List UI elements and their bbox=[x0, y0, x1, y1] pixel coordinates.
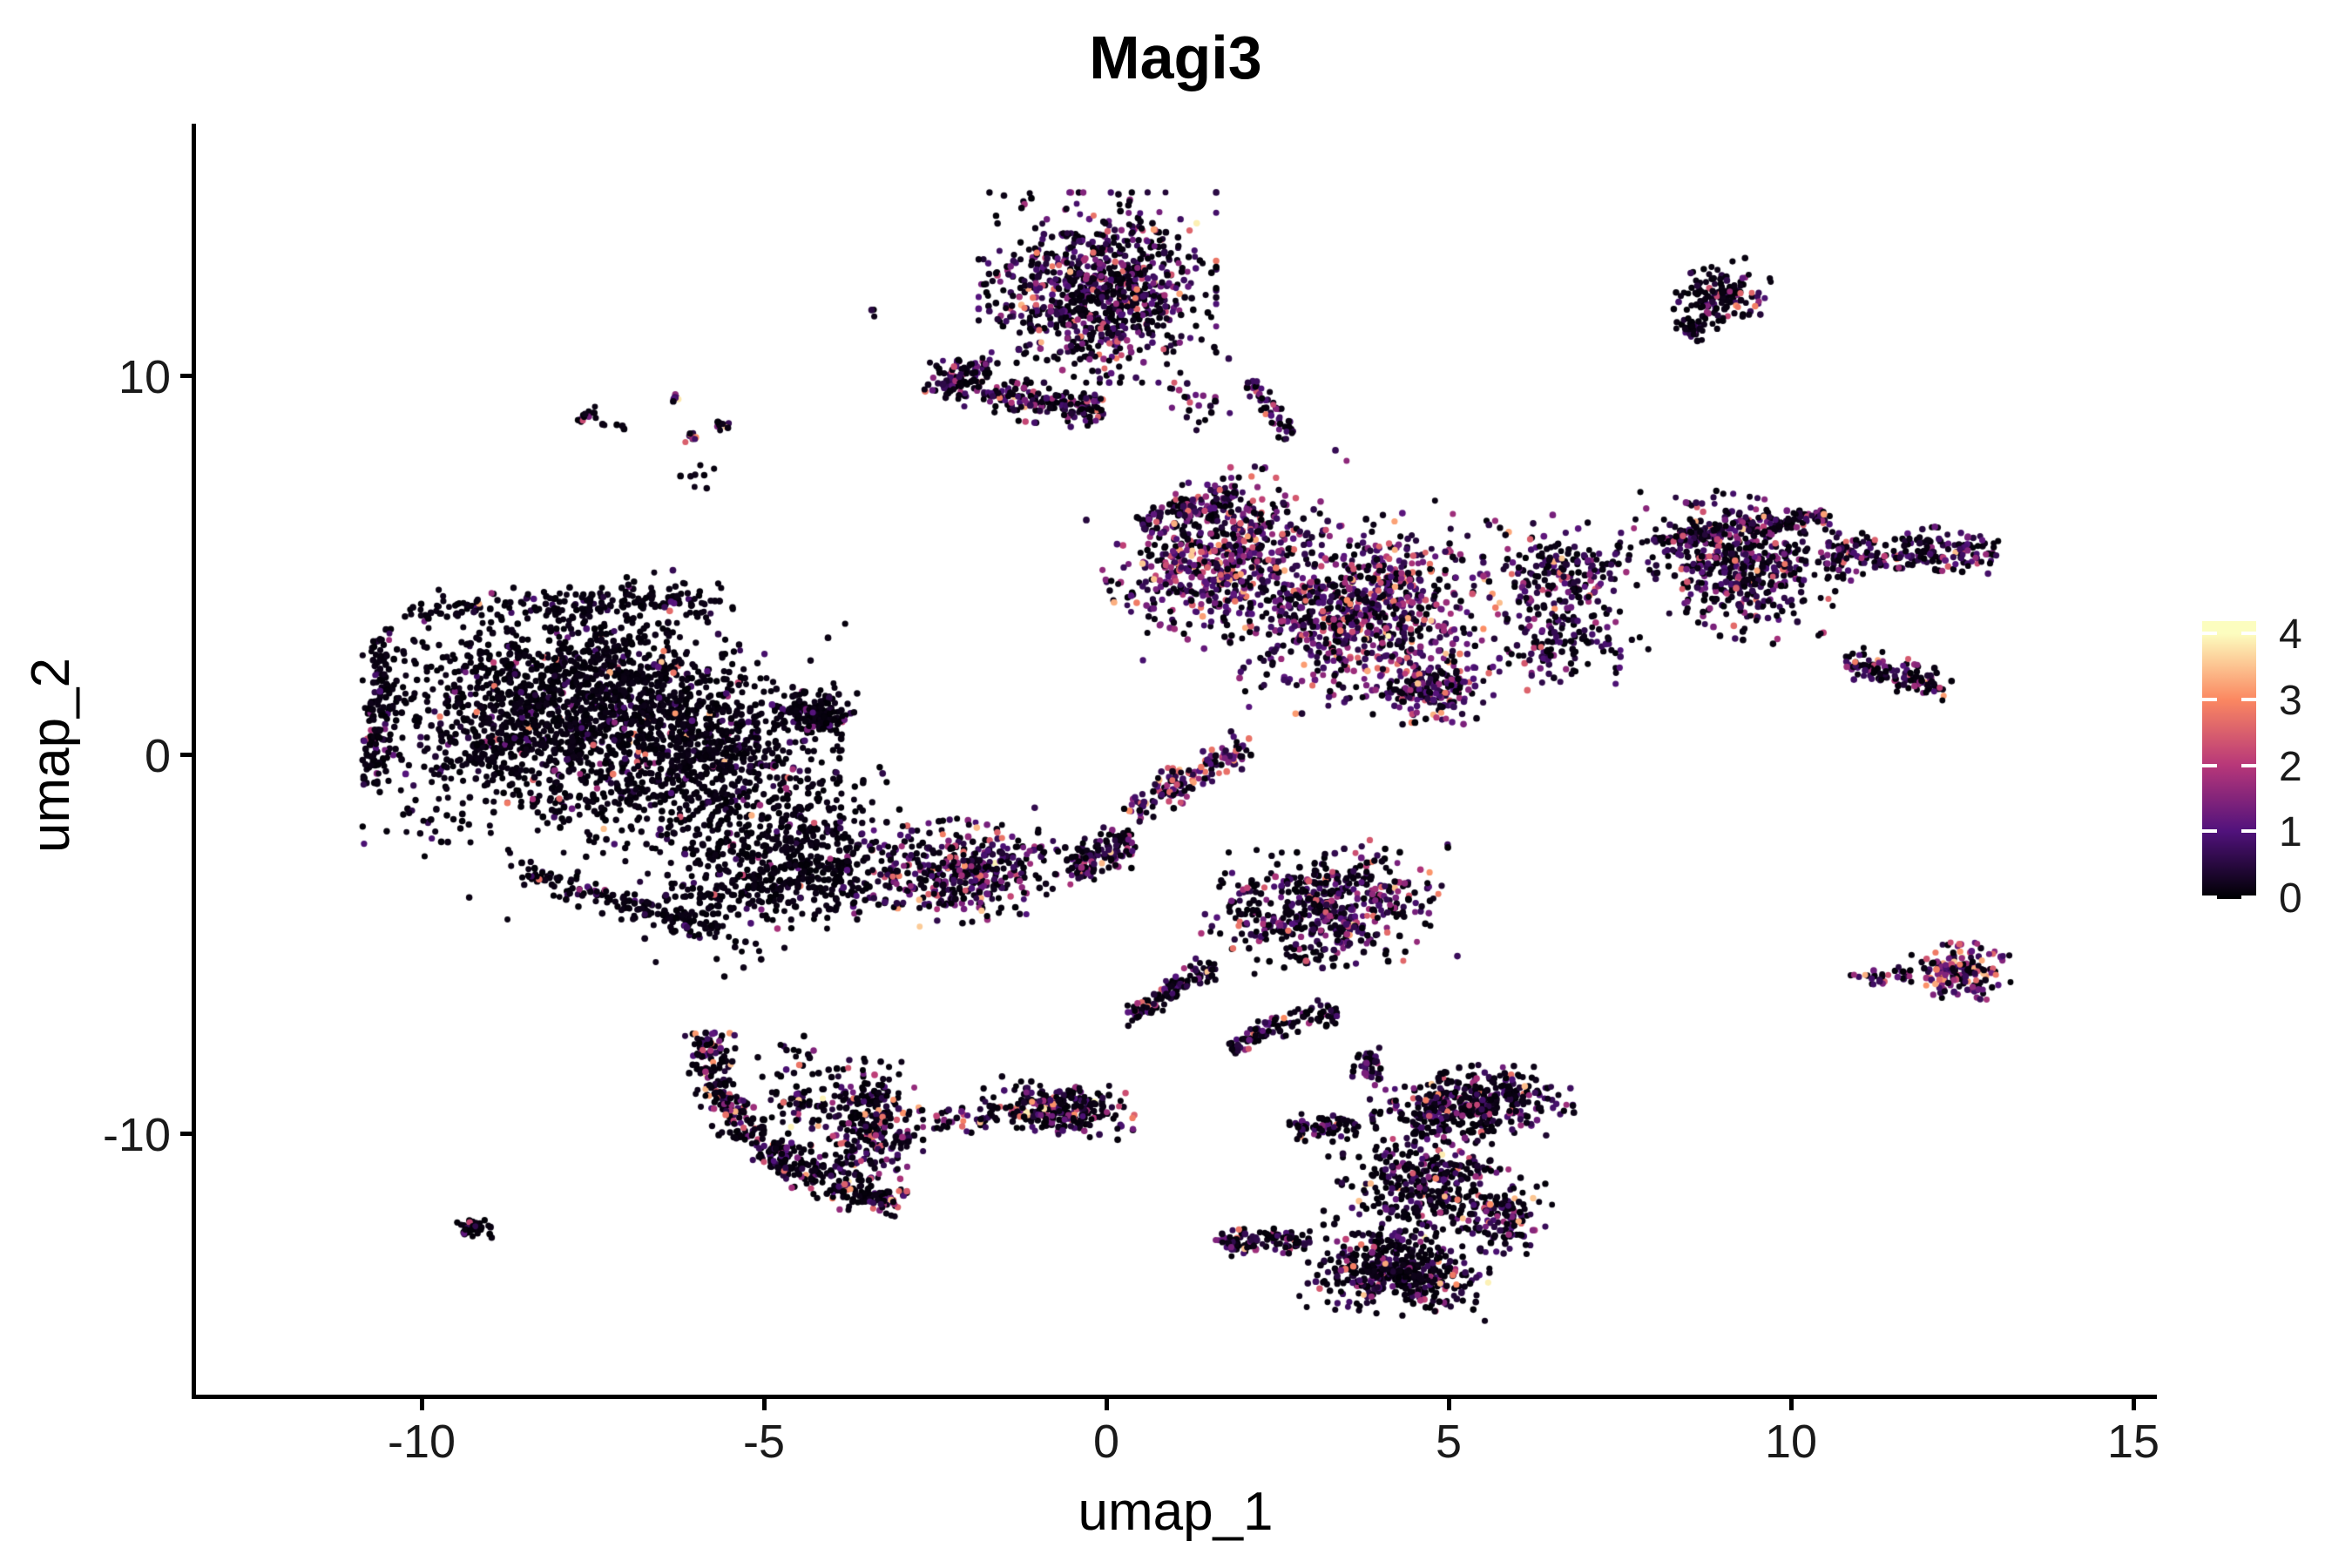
colorbar-tick-mark bbox=[2241, 632, 2256, 635]
colorbar-tick-mark bbox=[2241, 697, 2256, 701]
x-tick-mark bbox=[1788, 1399, 1794, 1410]
x-tick-mark bbox=[1104, 1399, 1109, 1410]
y-tick-mark bbox=[180, 752, 192, 757]
x-tick-label: 10 bbox=[1764, 1416, 1818, 1468]
colorbar-tick-label: 1 bbox=[2279, 809, 2302, 856]
colorbar-tick-mark bbox=[2202, 632, 2217, 635]
x-axis-title: umap_1 bbox=[1078, 1482, 1274, 1542]
colorbar-tick-mark bbox=[2241, 829, 2256, 834]
colorbar-tick-label: 3 bbox=[2279, 677, 2302, 724]
x-tick-label: 15 bbox=[2106, 1416, 2160, 1468]
y-axis-title: umap_2 bbox=[21, 657, 81, 854]
x-tick-label: 0 bbox=[1092, 1416, 1120, 1468]
colorbar-tick-mark bbox=[2202, 896, 2217, 899]
x-tick-mark bbox=[761, 1399, 767, 1410]
colorbar-tick-mark bbox=[2241, 763, 2256, 767]
y-tick-label: 0 bbox=[144, 730, 171, 782]
plot-title: Magi3 bbox=[1089, 24, 1262, 91]
x-tick-mark bbox=[1446, 1399, 1451, 1410]
colorbar-tick-mark bbox=[2202, 763, 2217, 767]
x-tick-mark bbox=[2131, 1399, 2136, 1410]
y-tick-mark bbox=[180, 1131, 192, 1136]
colorbar-tick-label: 2 bbox=[2279, 743, 2302, 790]
x-tick-label: -5 bbox=[742, 1416, 785, 1468]
colorbar-tick-label: 4 bbox=[2279, 612, 2302, 658]
y-tick-label: -10 bbox=[102, 1109, 171, 1161]
colorbar-gradient bbox=[2202, 621, 2256, 899]
colorbar-tick-mark bbox=[2241, 896, 2256, 899]
expression-colorbar bbox=[2202, 621, 2256, 899]
colorbar-tick-label: 0 bbox=[2279, 875, 2302, 922]
y-tick-label: 10 bbox=[118, 351, 171, 403]
x-tick-mark bbox=[419, 1399, 424, 1410]
colorbar-tick-mark bbox=[2202, 829, 2217, 834]
y-axis-line bbox=[192, 124, 196, 1399]
x-tick-label: -10 bbox=[387, 1416, 456, 1468]
x-tick-label: 5 bbox=[1435, 1416, 1463, 1468]
y-tick-mark bbox=[180, 373, 192, 378]
x-axis-line bbox=[192, 1395, 2157, 1399]
colorbar-tick-mark bbox=[2202, 697, 2217, 701]
